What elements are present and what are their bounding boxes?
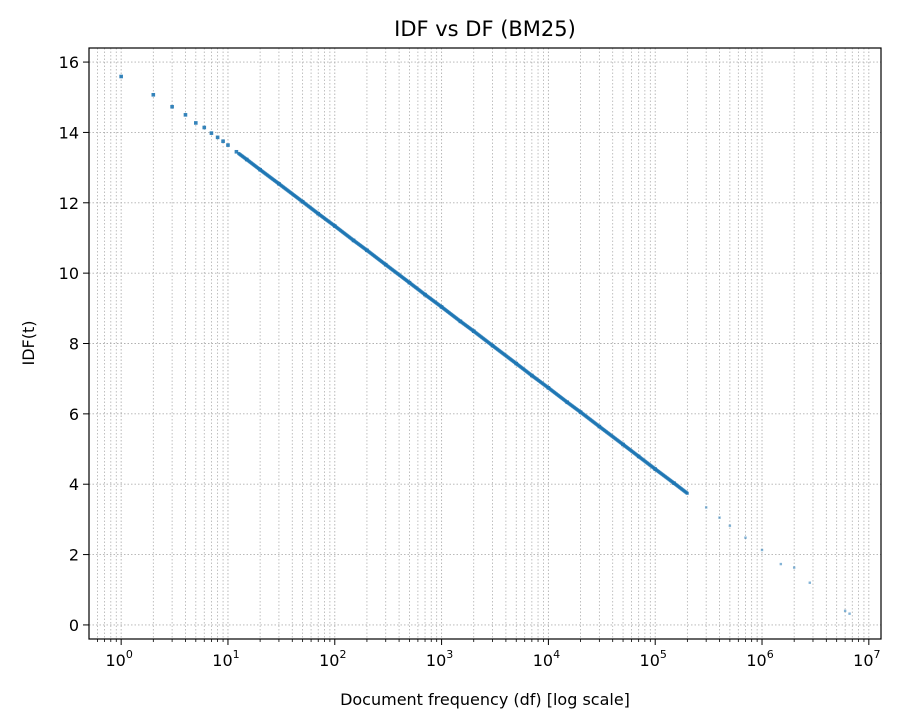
- data-point: [636, 454, 641, 459]
- x-tick-label: 105: [640, 648, 667, 670]
- x-tick-label: 106: [746, 648, 773, 670]
- data-point: [209, 131, 214, 135]
- y-axis-label: IDF(t): [19, 321, 38, 366]
- data-point: [565, 400, 570, 405]
- data-point: [423, 292, 427, 297]
- y-tick-label: 10: [59, 264, 79, 283]
- y-tick-label: 12: [59, 194, 79, 213]
- data-point: [383, 262, 388, 267]
- data-point: [530, 373, 534, 378]
- data-point: [300, 199, 305, 204]
- data-point: [490, 343, 495, 348]
- y-tick-label: 0: [69, 616, 79, 635]
- data-point: [234, 149, 239, 154]
- data-point: [221, 139, 225, 144]
- data-point: [597, 424, 602, 429]
- y-tick-label: 6: [69, 405, 79, 424]
- data-point: [215, 135, 220, 140]
- data-point: [728, 524, 732, 527]
- grid-lines: [89, 48, 881, 639]
- data-point: [843, 609, 847, 613]
- data-point: [332, 224, 337, 228]
- y-tick-label: 4: [69, 475, 79, 494]
- data-point: [407, 280, 412, 285]
- data-point: [672, 481, 676, 485]
- data-point: [514, 361, 519, 366]
- data-point: [744, 536, 747, 539]
- axis-ticks: 100 101 102 103 104 105 106 107 0 2 4 6 8 10 12 14 16: [59, 53, 881, 670]
- data-point: [170, 104, 174, 109]
- x-tick-label: 102: [319, 648, 346, 670]
- x-tick-label: 103: [426, 648, 453, 670]
- data-point: [202, 125, 207, 130]
- data-point: [808, 581, 811, 584]
- data-point: [848, 612, 851, 615]
- data-point: [439, 305, 444, 309]
- data-point: [351, 238, 356, 243]
- data-point: [365, 248, 369, 253]
- y-tick-label: 16: [59, 53, 79, 72]
- y-tick-label: 14: [59, 123, 79, 142]
- x-tick-label: 100: [105, 648, 132, 670]
- data-point: [686, 492, 689, 495]
- data-point: [244, 157, 249, 162]
- data-point: [226, 143, 230, 147]
- data-point: [194, 121, 198, 125]
- x-tick-label: 101: [212, 648, 239, 670]
- data-point: [578, 410, 583, 414]
- data-point: [704, 506, 708, 509]
- x-tick-label: 104: [533, 648, 560, 670]
- x-tick-label: 107: [853, 648, 880, 670]
- data-point: [316, 211, 321, 216]
- x-axis-label: Document frequency (df) [log scale]: [340, 690, 630, 709]
- data-point: [277, 181, 281, 186]
- y-tick-label: 8: [69, 335, 79, 354]
- data-point: [718, 516, 721, 519]
- data-point: [458, 319, 463, 324]
- data-point: [471, 329, 476, 333]
- data-point: [119, 74, 123, 79]
- data-point: [258, 167, 262, 172]
- data-point: [760, 548, 764, 552]
- data-point: [653, 467, 658, 471]
- data-point: [621, 442, 625, 447]
- data-point: [792, 566, 796, 569]
- y-tick-label: 2: [69, 546, 79, 565]
- chart-title: IDF vs DF (BM25): [394, 17, 576, 41]
- data-point: [151, 92, 156, 97]
- data-point: [779, 562, 783, 566]
- data-point: [183, 113, 188, 117]
- data-points: [119, 74, 851, 615]
- data-point: [546, 386, 551, 390]
